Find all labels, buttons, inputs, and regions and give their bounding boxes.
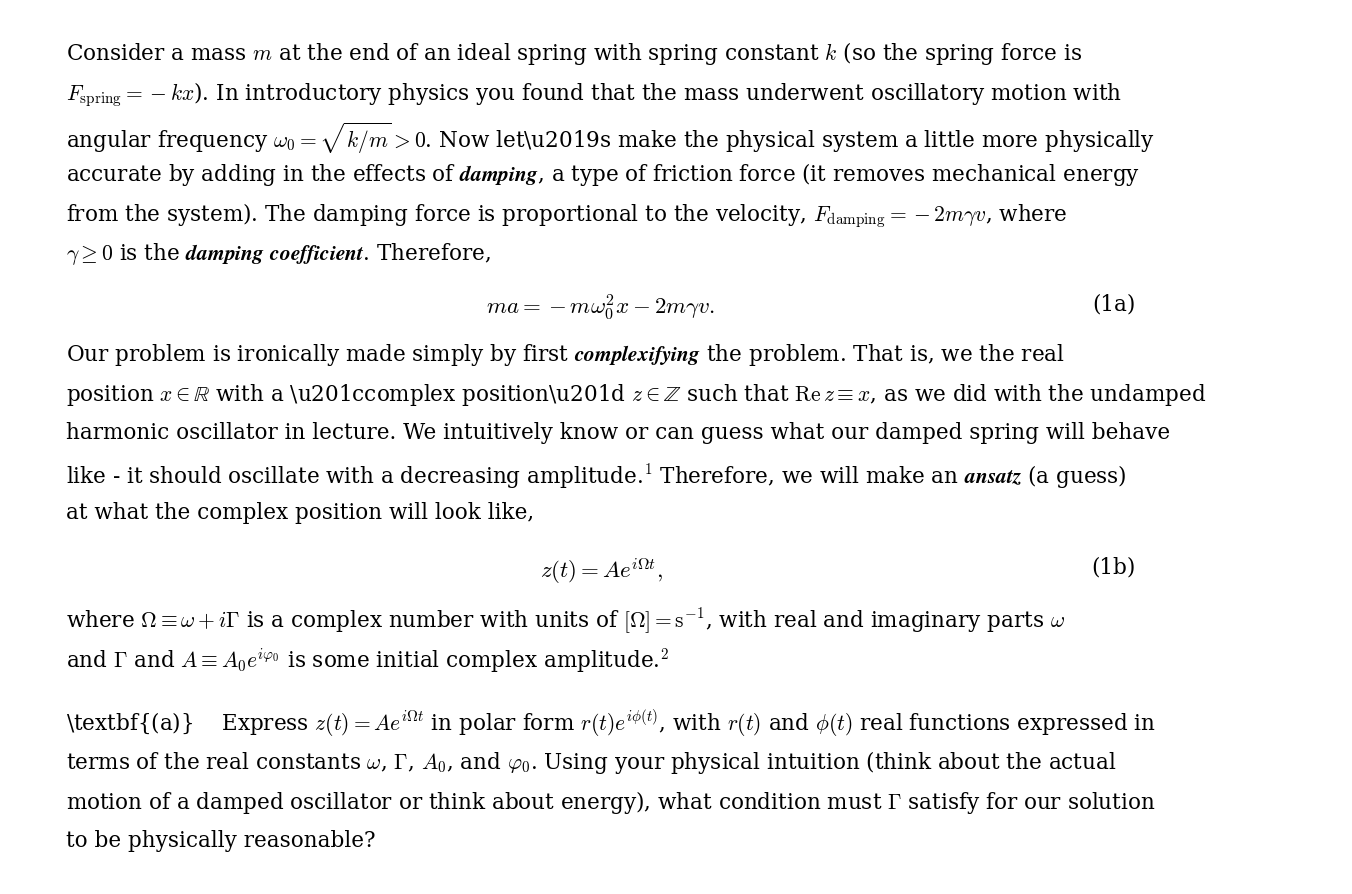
Text: Consider a mass $m$ at the end of an ideal spring with spring constant $k$ (so t: Consider a mass $m$ at the end of an ide… [66,40,1083,67]
Text: $z(t) = A e^{i\Omega t},$: $z(t) = A e^{i\Omega t},$ [539,556,662,586]
Text: to be physically reasonable?: to be physically reasonable? [66,830,376,852]
Text: $ma = -m\omega_0^2 x - 2m\gamma v.$: $ma = -m\omega_0^2 x - 2m\gamma v.$ [487,293,715,324]
Text: accurate by adding in the effects of $\boldsymbol{damping}$, a type of friction : accurate by adding in the effects of $\b… [66,161,1140,188]
Text: $F_{\rm spring} = -kx$). In introductory physics you found that the mass underwe: $F_{\rm spring} = -kx$). In introductory… [66,80,1122,109]
Text: and $\Gamma$ and $A \equiv A_0 e^{i\varphi_0}$ is some initial complex amplitude: and $\Gamma$ and $A \equiv A_0 e^{i\varp… [66,646,669,675]
Text: \textbf{(a)}    Express $z(t) = Ae^{i\Omega t}$ in polar form $r(t)e^{i\phi(t)}$: \textbf{(a)} Express $z(t) = Ae^{i\Omega… [66,709,1156,739]
Text: position $x \in \mathbb{R}$ with a \u201ccomplex position\u201d $z \in \mathbb{Z: position $x \in \mathbb{R}$ with a \u201… [66,382,1206,408]
Text: $\gamma \geq 0$ is the $\boldsymbol{damping\ coefficient}$. Therefore,: $\gamma \geq 0$ is the $\boldsymbol{damp… [66,241,491,267]
Text: (1a): (1a) [1092,293,1136,316]
Text: (1b): (1b) [1091,556,1136,578]
Text: terms of the real constants $\omega$, $\Gamma$, $A_0$, and $\varphi_0$. Using yo: terms of the real constants $\omega$, $\… [66,749,1117,776]
Text: harmonic oscillator in lecture. We intuitively know or can guess what our damped: harmonic oscillator in lecture. We intui… [66,422,1171,444]
Text: motion of a damped oscillator or think about energy), what condition must $\Gamm: motion of a damped oscillator or think a… [66,789,1156,816]
Text: like - it should oscillate with a decreasing amplitude.$^1$ Therefore, we will m: like - it should oscillate with a decrea… [66,462,1126,491]
Text: Our problem is ironically made simply by first $\boldsymbol{complexifying}$ the : Our problem is ironically made simply by… [66,342,1065,367]
Text: from the system). The damping force is proportional to the velocity, $F_{\rm dam: from the system). The damping force is p… [66,201,1068,230]
Text: at what the complex position will look like,: at what the complex position will look l… [66,502,534,525]
Text: angular frequency $\omega_0 = \sqrt{k/m} > 0$. Now let\u2019s make the physical : angular frequency $\omega_0 = \sqrt{k/m}… [66,121,1155,156]
Text: where $\Omega \equiv \omega + i\Gamma$ is a complex number with units of $[\Omeg: where $\Omega \equiv \omega + i\Gamma$ i… [66,606,1065,636]
